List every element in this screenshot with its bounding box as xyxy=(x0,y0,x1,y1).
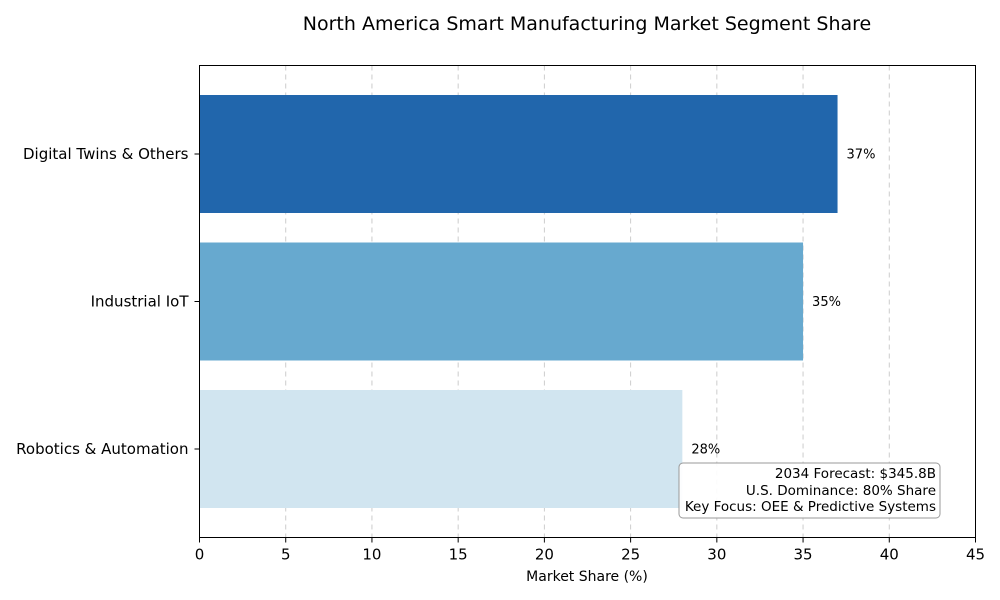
chart-title: North America Smart Manufacturing Market… xyxy=(303,13,871,35)
y-category-label: Industrial IoT xyxy=(91,293,190,311)
x-tick-label: 10 xyxy=(362,546,381,564)
x-tick-label: 20 xyxy=(535,546,554,564)
y-category-label: Digital Twins & Others xyxy=(23,145,189,163)
tick-layer: 0 5 10 15 20 25 30 35 40 45 Robotics & Automation I… xyxy=(16,145,985,564)
annotation-box: 2034 Forecast: $345.8B U.S. Dominance: 8… xyxy=(678,462,941,519)
annotation-line-forecast: 2034 Forecast: $345.8B xyxy=(775,466,936,482)
bar xyxy=(199,390,683,508)
bar-value-label: 28% xyxy=(691,443,720,458)
bar xyxy=(199,95,838,213)
x-tick-label: 30 xyxy=(707,546,726,564)
x-tick-label: 15 xyxy=(449,546,468,564)
y-category-label: Robotics & Automation xyxy=(16,440,188,458)
x-tick-label: 45 xyxy=(966,546,985,564)
x-tick-label: 40 xyxy=(880,546,899,564)
bar-layer xyxy=(199,95,838,508)
annotation-line-dominance: U.S. Dominance: 80% Share xyxy=(746,483,936,499)
x-tick-label: 5 xyxy=(281,546,291,564)
x-axis-label: Market Share (%) xyxy=(526,569,648,585)
bar-value-label: 37% xyxy=(847,148,876,163)
value-label-layer: 28% 35% 37% xyxy=(691,148,875,458)
x-tick-label: 0 xyxy=(195,546,205,564)
annotation-line-focus: Key Focus: OEE & Predictive Systems xyxy=(685,499,936,515)
bar xyxy=(199,242,804,361)
bar-value-label: 35% xyxy=(812,295,841,310)
x-tick-label: 25 xyxy=(621,546,640,564)
x-tick-label: 35 xyxy=(794,546,813,564)
annotation-frame xyxy=(678,462,941,519)
